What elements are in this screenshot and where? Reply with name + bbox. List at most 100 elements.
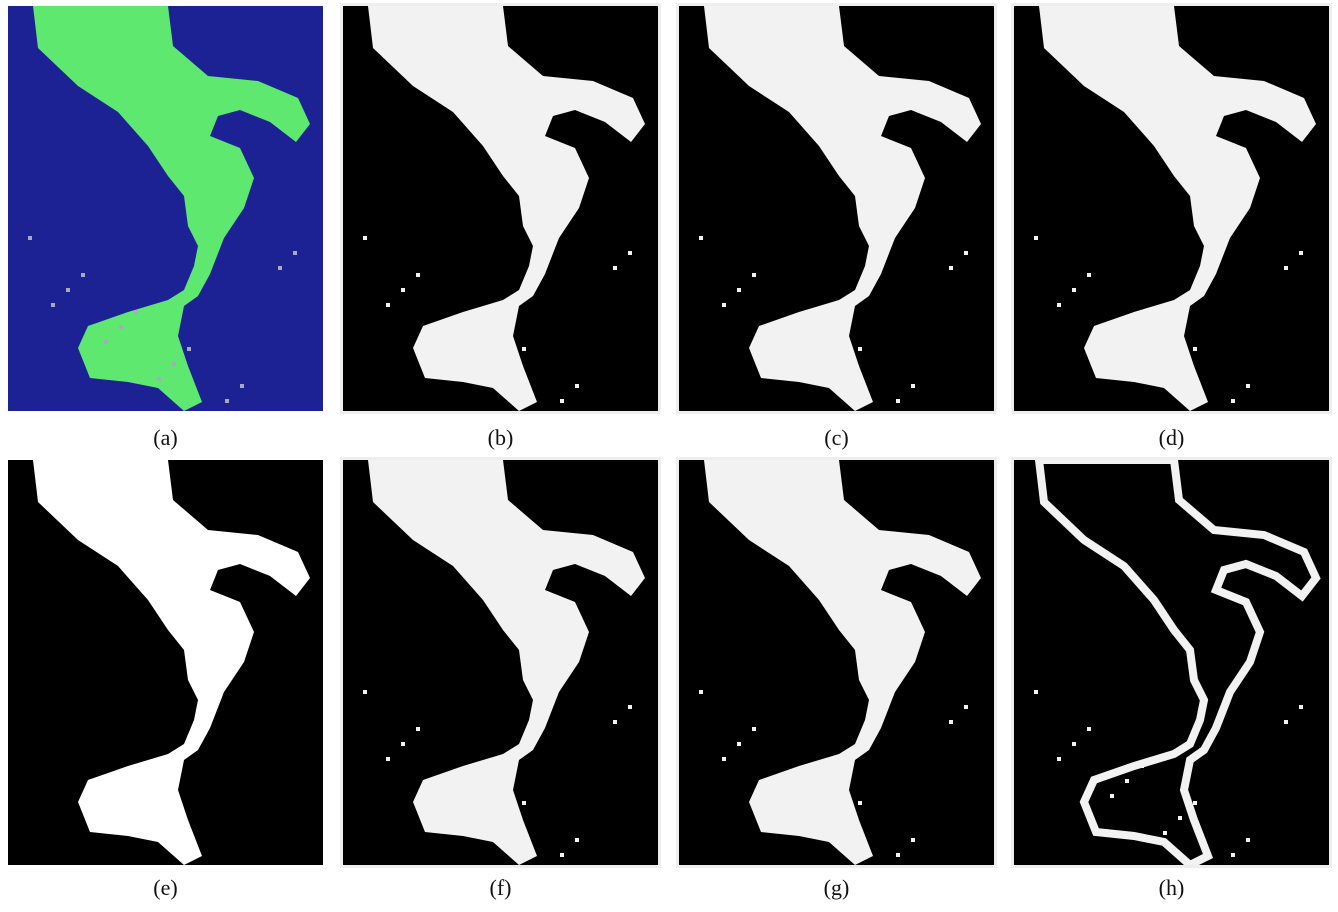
speckle (1072, 742, 1076, 746)
speckle (1178, 362, 1182, 366)
speckle (775, 340, 779, 344)
speckle (469, 310, 473, 314)
speckle (1072, 288, 1076, 292)
speckle (790, 779, 794, 783)
speckle (416, 273, 420, 277)
speckle (439, 794, 443, 798)
speckle (858, 801, 862, 805)
speckle (805, 764, 809, 768)
speckle (752, 727, 756, 731)
speckle (401, 742, 405, 746)
speckle (507, 816, 511, 820)
caption: (e) (8, 875, 323, 901)
speckle (522, 347, 526, 351)
speckle (1057, 303, 1061, 307)
image-panel (340, 3, 661, 414)
image (343, 460, 658, 865)
speckle (828, 831, 832, 835)
speckle (628, 251, 632, 255)
speckle (575, 384, 579, 388)
image (1014, 460, 1329, 865)
speckle (737, 288, 741, 292)
speckle (1110, 340, 1114, 344)
speckle (722, 757, 726, 761)
speckle (949, 266, 953, 270)
speckle (628, 705, 632, 709)
speckle (1087, 273, 1091, 277)
image-panel (676, 3, 997, 414)
caption: (b) (343, 425, 658, 451)
speckle (469, 764, 473, 768)
image (8, 6, 323, 411)
caption: (g) (679, 875, 994, 901)
speckle (507, 362, 511, 366)
image (343, 6, 658, 411)
speckle (1231, 853, 1235, 857)
caption: (c) (679, 425, 994, 451)
image-panel (1011, 3, 1332, 414)
speckle (575, 838, 579, 842)
speckle (1284, 720, 1288, 724)
speckle (81, 273, 85, 277)
speckle (172, 362, 176, 366)
speckle (828, 377, 832, 381)
speckle (1034, 690, 1038, 694)
caption: (h) (1014, 875, 1329, 901)
image-panel (1011, 457, 1332, 868)
speckle (911, 838, 915, 842)
speckle (858, 347, 862, 351)
speckle (454, 779, 458, 783)
caption: (d) (1014, 425, 1329, 451)
speckle (1125, 779, 1129, 783)
speckle (896, 399, 900, 403)
speckle (157, 377, 161, 381)
speckle (416, 727, 420, 731)
image-panel (5, 457, 326, 868)
image (1014, 6, 1329, 411)
speckle (240, 384, 244, 388)
speckle (752, 273, 756, 277)
speckle (613, 266, 617, 270)
speckle (401, 288, 405, 292)
image-panel (5, 3, 326, 414)
speckle (722, 303, 726, 307)
speckle (1284, 266, 1288, 270)
speckle (386, 757, 390, 761)
speckle (439, 340, 443, 344)
speckle (1125, 325, 1129, 329)
speckle (775, 794, 779, 798)
speckle (1178, 816, 1182, 820)
speckle (790, 325, 794, 329)
speckle (1299, 705, 1303, 709)
speckle (1140, 764, 1144, 768)
speckle (1193, 347, 1197, 351)
speckle (843, 816, 847, 820)
speckle (964, 705, 968, 709)
speckle (1193, 801, 1197, 805)
speckle (492, 831, 496, 835)
speckle (522, 801, 526, 805)
speckle (1140, 310, 1144, 314)
speckle (949, 720, 953, 724)
speckle (104, 340, 108, 344)
speckle (964, 251, 968, 255)
speckle (699, 690, 703, 694)
speckle (363, 690, 367, 694)
speckle (1246, 384, 1250, 388)
speckle (28, 236, 32, 240)
speckle (225, 399, 229, 403)
speckle (119, 325, 123, 329)
speckle (1231, 399, 1235, 403)
speckle (66, 288, 70, 292)
speckle (911, 384, 915, 388)
speckle (278, 266, 282, 270)
speckle (805, 310, 809, 314)
image (679, 6, 994, 411)
figure: (a)(b)(c)(d)(e)(f)(g)(h) (0, 0, 1338, 912)
speckle (1110, 794, 1114, 798)
caption: (f) (343, 875, 658, 901)
image (679, 460, 994, 865)
speckle (1163, 831, 1167, 835)
speckle (699, 236, 703, 240)
speckle (1057, 757, 1061, 761)
